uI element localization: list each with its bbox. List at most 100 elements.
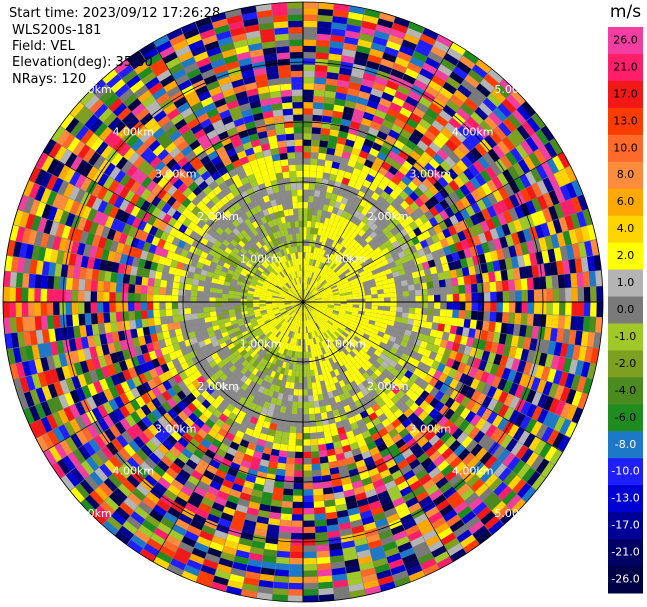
radar-cell bbox=[244, 226, 252, 234]
radar-cell bbox=[398, 327, 406, 335]
radar-cell bbox=[435, 92, 450, 105]
radar-cell bbox=[189, 364, 199, 374]
radar-cell bbox=[210, 282, 218, 289]
radar-cell bbox=[254, 286, 262, 291]
radar-cell bbox=[268, 356, 275, 364]
radar-cell bbox=[146, 302, 154, 311]
radar-cell bbox=[296, 277, 300, 284]
radar-cell bbox=[55, 367, 66, 382]
radar-cell bbox=[310, 146, 319, 153]
radar-cell bbox=[429, 377, 439, 387]
radar-cell bbox=[358, 339, 366, 346]
radar-cell bbox=[475, 417, 487, 431]
radar-cell bbox=[64, 392, 75, 407]
radar-cell bbox=[292, 278, 297, 285]
radar-cell bbox=[317, 569, 332, 577]
radar-cell bbox=[413, 432, 425, 443]
radar-cell bbox=[124, 358, 134, 370]
radar-cell bbox=[157, 115, 171, 128]
radar-cell bbox=[264, 479, 275, 488]
radar-cell bbox=[343, 145, 353, 154]
radar-cell bbox=[267, 340, 274, 348]
radar-cell bbox=[525, 389, 537, 404]
radar-cell bbox=[134, 302, 141, 311]
radar-cell bbox=[292, 102, 303, 109]
radar-cell bbox=[212, 409, 223, 419]
radar-cell bbox=[196, 296, 204, 302]
radar-cell bbox=[384, 113, 397, 124]
radar-cell bbox=[275, 345, 281, 353]
radar-cell bbox=[73, 229, 83, 243]
radar-cell bbox=[300, 277, 302, 284]
radar-cell bbox=[291, 195, 298, 203]
radar-cell bbox=[295, 445, 303, 452]
radar-cell bbox=[350, 474, 361, 483]
radar-cell bbox=[177, 214, 187, 224]
radar-cell bbox=[370, 121, 382, 131]
radar-cell bbox=[161, 120, 175, 132]
radar-cell bbox=[185, 459, 198, 470]
radar-cell bbox=[418, 370, 428, 380]
radar-cell bbox=[354, 362, 362, 370]
radar-cell bbox=[396, 306, 403, 313]
radar-cell bbox=[323, 243, 329, 251]
radar-cell bbox=[293, 239, 297, 247]
radar-cell bbox=[556, 356, 566, 371]
radar-cell bbox=[346, 220, 354, 229]
radar-cell bbox=[409, 427, 421, 438]
radar-cell bbox=[70, 241, 80, 254]
radar-cell bbox=[350, 231, 358, 239]
radar-cell bbox=[318, 262, 323, 269]
radar-cell bbox=[449, 456, 463, 469]
radar-cell bbox=[347, 462, 358, 471]
radar-cell bbox=[82, 244, 92, 257]
radar-cell bbox=[119, 340, 128, 351]
radar-cell bbox=[192, 186, 203, 196]
radar-cell bbox=[192, 253, 201, 262]
radar-cell bbox=[289, 382, 295, 389]
radar-cell bbox=[159, 545, 176, 559]
radar-cell bbox=[564, 373, 575, 389]
radar-cell bbox=[235, 90, 248, 100]
radar-cell bbox=[446, 47, 463, 61]
radar-cell bbox=[471, 302, 478, 311]
radar-cell bbox=[297, 351, 301, 359]
radar-cell bbox=[381, 161, 392, 171]
radar-cell bbox=[308, 183, 316, 191]
radar-cell bbox=[350, 357, 358, 365]
radar-cell bbox=[315, 215, 321, 223]
radar-cell bbox=[361, 20, 377, 31]
radar-cell bbox=[75, 159, 88, 174]
radar-cell bbox=[161, 439, 174, 451]
radar-cell bbox=[204, 40, 220, 52]
radar-cell bbox=[28, 183, 41, 199]
radar-cell bbox=[60, 113, 75, 130]
radar-cell bbox=[80, 460, 95, 476]
radar-cell bbox=[203, 338, 212, 346]
radar-cell bbox=[231, 188, 241, 198]
radar-cell bbox=[306, 320, 309, 327]
radar-cell bbox=[270, 448, 280, 457]
radar-cell bbox=[47, 206, 58, 221]
radar-cell bbox=[229, 488, 242, 499]
radar-cell bbox=[369, 332, 378, 339]
radar-cell bbox=[273, 21, 288, 29]
radar-cell bbox=[254, 205, 263, 213]
radar-cell bbox=[296, 364, 300, 371]
radar-cell bbox=[171, 302, 179, 309]
radar-cell bbox=[116, 350, 125, 362]
radar-cell bbox=[484, 473, 499, 488]
radar-cell bbox=[388, 34, 404, 46]
radar-cell bbox=[219, 205, 229, 214]
radar-cell bbox=[337, 459, 347, 467]
radar-cell bbox=[191, 206, 201, 216]
radar-cell bbox=[285, 293, 292, 297]
radar-cell bbox=[329, 129, 339, 137]
radar-cell bbox=[94, 486, 109, 501]
radar-cell bbox=[481, 383, 492, 396]
radar-cell bbox=[229, 197, 239, 206]
radar-cell bbox=[154, 348, 163, 358]
radar-cell bbox=[272, 8, 288, 17]
radar-cell bbox=[307, 214, 312, 222]
radar-cell bbox=[186, 392, 197, 403]
